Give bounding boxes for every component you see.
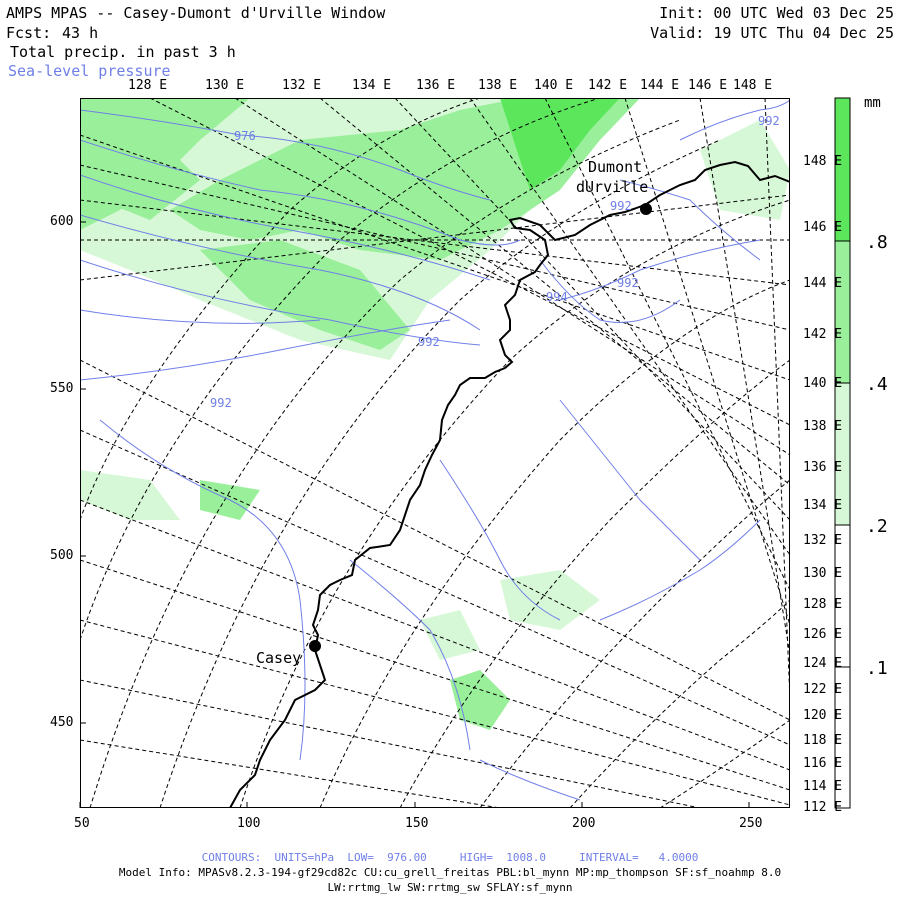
contour-label: 992	[610, 199, 632, 213]
lon-label-top: 136 E	[416, 78, 456, 93]
lon-label-right: 130 E	[803, 566, 843, 581]
forecast-hours: 43 h	[62, 24, 99, 42]
y-axis-label: 500	[50, 548, 74, 563]
lon-label-right: 122 E	[803, 682, 843, 697]
y-axis-label: 550	[50, 381, 74, 396]
contour-info: CONTOURS: UNITS=hPa LOW= 976.00 HIGH= 10…	[201, 851, 699, 864]
valid-time: Valid: 19 UTC Thu 04 Dec 25	[650, 24, 894, 42]
lon-label-right: 124 E	[803, 656, 843, 671]
lon-label-top: 132 E	[282, 78, 322, 93]
contour-label: 992	[210, 396, 232, 410]
lon-label-right: 114 E	[803, 779, 843, 794]
lon-label-right: 134 E	[803, 498, 843, 513]
lon-label-top: 148 E	[733, 78, 773, 93]
field-precip-label: Total precip. in past 3 h	[10, 43, 236, 61]
lon-label-right: 142 E	[803, 327, 843, 342]
y-axis-label: 450	[50, 715, 74, 730]
lon-label-top: 144 E	[640, 78, 680, 93]
lon-label-top: 146 E	[688, 78, 728, 93]
model-info: Model Info: MPASv8.2.3-194-gf29cd82c CU:…	[118, 866, 782, 879]
station-label-casey: Casey	[256, 649, 302, 667]
legend-colorbar	[834, 97, 851, 809]
x-axis-label: 200	[572, 816, 596, 831]
lon-label-right: 126 E	[803, 627, 843, 642]
legend-level-label: .4	[866, 374, 888, 395]
precip-shading	[80, 98, 790, 730]
lon-label-top: 134 E	[352, 78, 392, 93]
init-time: Init: 00 UTC Wed 03 Dec 25	[659, 4, 894, 22]
lon-label-right: 112 E	[803, 800, 843, 815]
station-marker-dumont	[640, 203, 652, 215]
lon-label-right: 120 E	[803, 708, 843, 723]
x-axis-label: 150	[405, 816, 429, 831]
pressure-contours	[80, 99, 790, 801]
station-label-durville: dUrville	[576, 178, 649, 196]
lon-label-right: 128 E	[803, 597, 843, 612]
coastline	[229, 160, 790, 808]
lon-label-right: 118 E	[803, 733, 843, 748]
map-title: AMPS MPAS -- Casey-Dumont d'Urville Wind…	[6, 4, 386, 22]
lon-label-top: 138 E	[478, 78, 518, 93]
lon-label-right: 144 E	[803, 276, 843, 291]
lon-label-right: 136 E	[803, 460, 843, 475]
legend-level-label: .8	[866, 232, 888, 253]
model-info-line2: LW:rrtmg_lw SW:rrtmg_sw SFLAY:sf_mynn	[327, 881, 573, 894]
legend-level-label: .1	[866, 658, 888, 679]
lon-label-top: 130 E	[205, 78, 245, 93]
contour-label: 992	[617, 276, 639, 290]
y-axis-label: 600	[50, 214, 74, 229]
lon-label-right: 148 E	[803, 154, 843, 169]
legend-level-label: .2	[866, 516, 888, 537]
lon-label-right: 116 E	[803, 756, 843, 771]
x-axis-label: 250	[739, 816, 763, 831]
lon-label-right: 140 E	[803, 376, 843, 391]
station-label-dumont: Dumont	[588, 158, 643, 176]
station-marker-casey	[309, 640, 321, 652]
field-slp-label: Sea-level pressure	[8, 62, 171, 80]
lon-label-right: 132 E	[803, 533, 843, 548]
graticule	[80, 98, 790, 808]
contour-label: 992	[418, 335, 440, 349]
lon-label-top: 128 E	[128, 78, 168, 93]
x-axis-label: 50	[74, 816, 90, 831]
forecast-label: Fcst:	[6, 24, 52, 42]
x-axis-label: 100	[237, 816, 261, 831]
legend-unit: mm	[864, 95, 881, 111]
lon-label-top: 140 E	[534, 78, 574, 93]
contour-label: 992	[758, 114, 780, 128]
map-frame	[80, 98, 790, 808]
contour-label: 976	[234, 129, 256, 143]
lon-label-right: 146 E	[803, 220, 843, 235]
lon-label-top: 142 E	[588, 78, 628, 93]
lon-label-right: 138 E	[803, 419, 843, 434]
contour-label: 994	[546, 290, 568, 304]
